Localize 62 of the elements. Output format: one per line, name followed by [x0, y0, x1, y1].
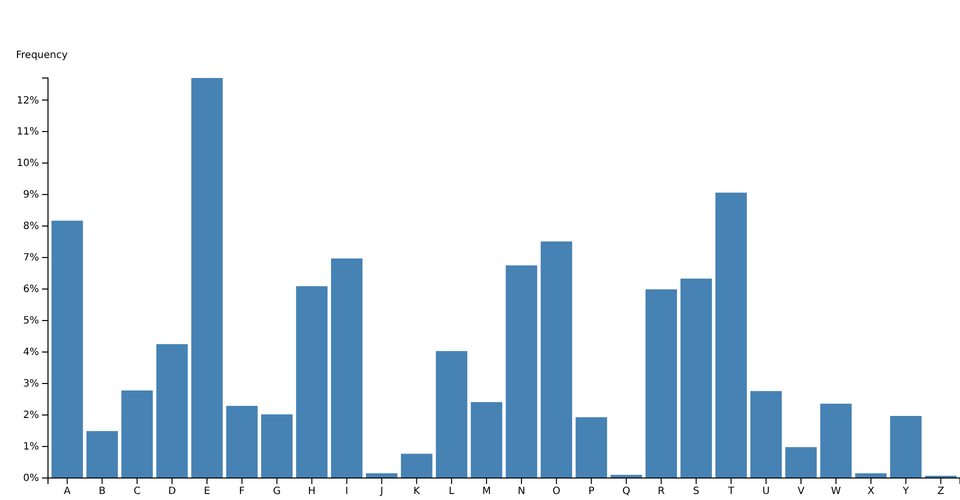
- bar: [470, 402, 502, 478]
- bar: [226, 406, 258, 478]
- y-tick-label: 12%: [16, 95, 39, 106]
- x-tick-label: P: [588, 486, 594, 498]
- y-axis-title: Frequency: [16, 50, 68, 61]
- bar: [121, 390, 153, 478]
- y-tick-label: 9%: [23, 190, 39, 201]
- bar: [715, 192, 747, 478]
- x-tick-label: L: [448, 486, 455, 498]
- bar: [820, 404, 852, 478]
- x-tick-label: W: [831, 486, 842, 498]
- bar: [680, 278, 712, 478]
- x-tick-label: T: [727, 486, 736, 498]
- bar: [156, 344, 188, 478]
- bar: [785, 447, 817, 478]
- y-tick-label: 5%: [23, 316, 39, 327]
- bar: [540, 241, 572, 478]
- x-tick-label: Y: [902, 486, 910, 498]
- x-tick-label: F: [239, 486, 246, 498]
- bar: [296, 286, 328, 478]
- bar: [506, 265, 538, 478]
- x-tick-label: S: [693, 486, 700, 498]
- y-tick-label: 1%: [23, 442, 39, 453]
- x-tick-label: C: [134, 486, 141, 498]
- x-tick-label: A: [64, 486, 71, 498]
- x-tick-label: M: [482, 486, 491, 498]
- x-tick-label: N: [518, 486, 526, 498]
- bar: [890, 416, 922, 478]
- y-tick-label: 8%: [23, 221, 39, 232]
- bar: [86, 431, 118, 478]
- bar: [750, 391, 782, 478]
- x-tick-label: D: [168, 486, 176, 498]
- y-tick-label: 2%: [23, 410, 39, 422]
- y-tick-label: 6%: [23, 284, 39, 296]
- bar: [400, 454, 432, 478]
- bar: [261, 414, 293, 478]
- bar: [576, 417, 608, 478]
- bar: [646, 289, 677, 478]
- bar: [436, 351, 468, 478]
- bar: [191, 78, 223, 478]
- x-tick-label: R: [658, 486, 665, 498]
- x-tick-label: U: [762, 486, 770, 498]
- x-tick-label: X: [867, 486, 874, 498]
- x-tick-label: Q: [622, 486, 630, 498]
- y-tick-label: 4%: [23, 347, 39, 358]
- x-tick-label: B: [98, 486, 106, 498]
- x-tick-label: E: [204, 486, 210, 498]
- y-tick-label: 3%: [23, 378, 39, 390]
- x-tick-label: J: [379, 486, 384, 498]
- x-tick-label: K: [413, 486, 420, 498]
- y-tick-label: 11%: [16, 126, 39, 138]
- y-tick-label: 7%: [23, 252, 39, 264]
- y-tick-label: 0%: [23, 473, 39, 484]
- x-tick-label: H: [308, 486, 316, 498]
- x-tick-label: G: [273, 486, 281, 498]
- x-tick-label: I: [345, 486, 348, 498]
- bar: [51, 220, 83, 478]
- x-tick-label: Z: [937, 486, 944, 498]
- x-tick-label: V: [798, 486, 805, 498]
- bar: [331, 258, 362, 478]
- x-tick-label: O: [552, 486, 560, 498]
- y-tick-label: 10%: [16, 158, 39, 170]
